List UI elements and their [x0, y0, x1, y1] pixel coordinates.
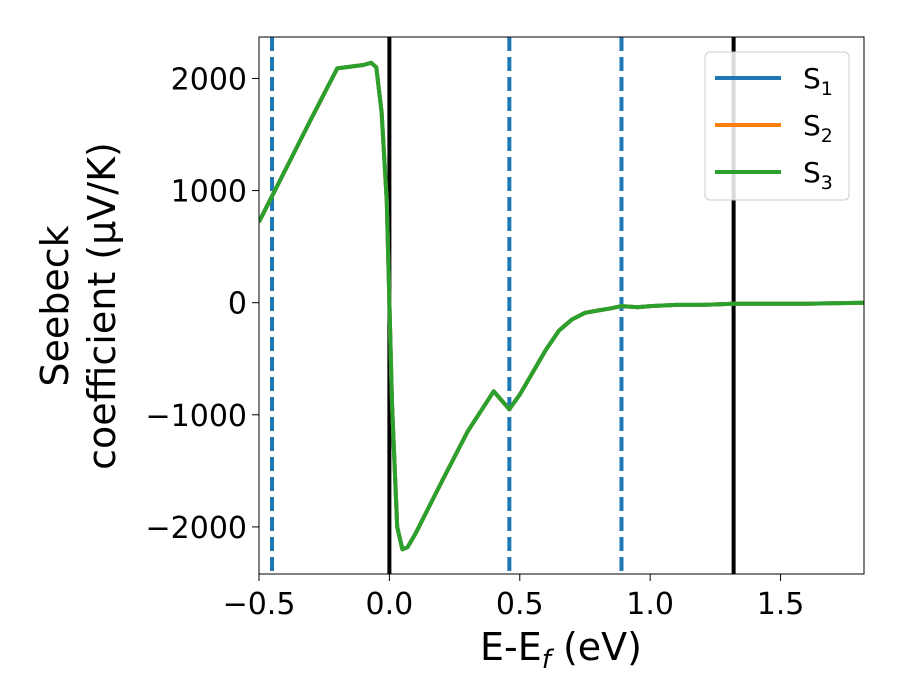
- y-tick-label: 1000: [171, 175, 247, 210]
- x-axis-ticks: −0.5 0.0 0.5 1.0 1.5: [223, 574, 805, 622]
- legend-label-3: S3: [803, 156, 833, 194]
- series-lines: [259, 60, 864, 552]
- x-tick-label: 0.5: [496, 587, 544, 622]
- legend: S1 S2 S3: [704, 51, 850, 201]
- x-tick-label: −0.5: [223, 587, 296, 622]
- legend-label-2: S2: [803, 109, 833, 147]
- plot-frame: [258, 36, 865, 575]
- y-axis-label: Seebeckcoefficient (μV/K): [33, 142, 124, 470]
- x-axis-label: E-Ef (eV): [480, 625, 642, 675]
- y-tick-label: −2000: [146, 511, 247, 546]
- legend-label-1: S1: [803, 62, 833, 100]
- x-tick-label: 0.0: [366, 587, 414, 622]
- y-tick-label: −1000: [146, 399, 247, 434]
- x-tick-label: 1.0: [626, 587, 674, 622]
- y-tick-label: 0: [228, 287, 247, 322]
- series-line-3: [259, 60, 864, 552]
- y-tick-label: 2000: [171, 62, 247, 97]
- x-tick-label: 1.5: [757, 587, 805, 622]
- y-axis-ticks: 2000 1000 0 −1000 −2000: [146, 62, 259, 546]
